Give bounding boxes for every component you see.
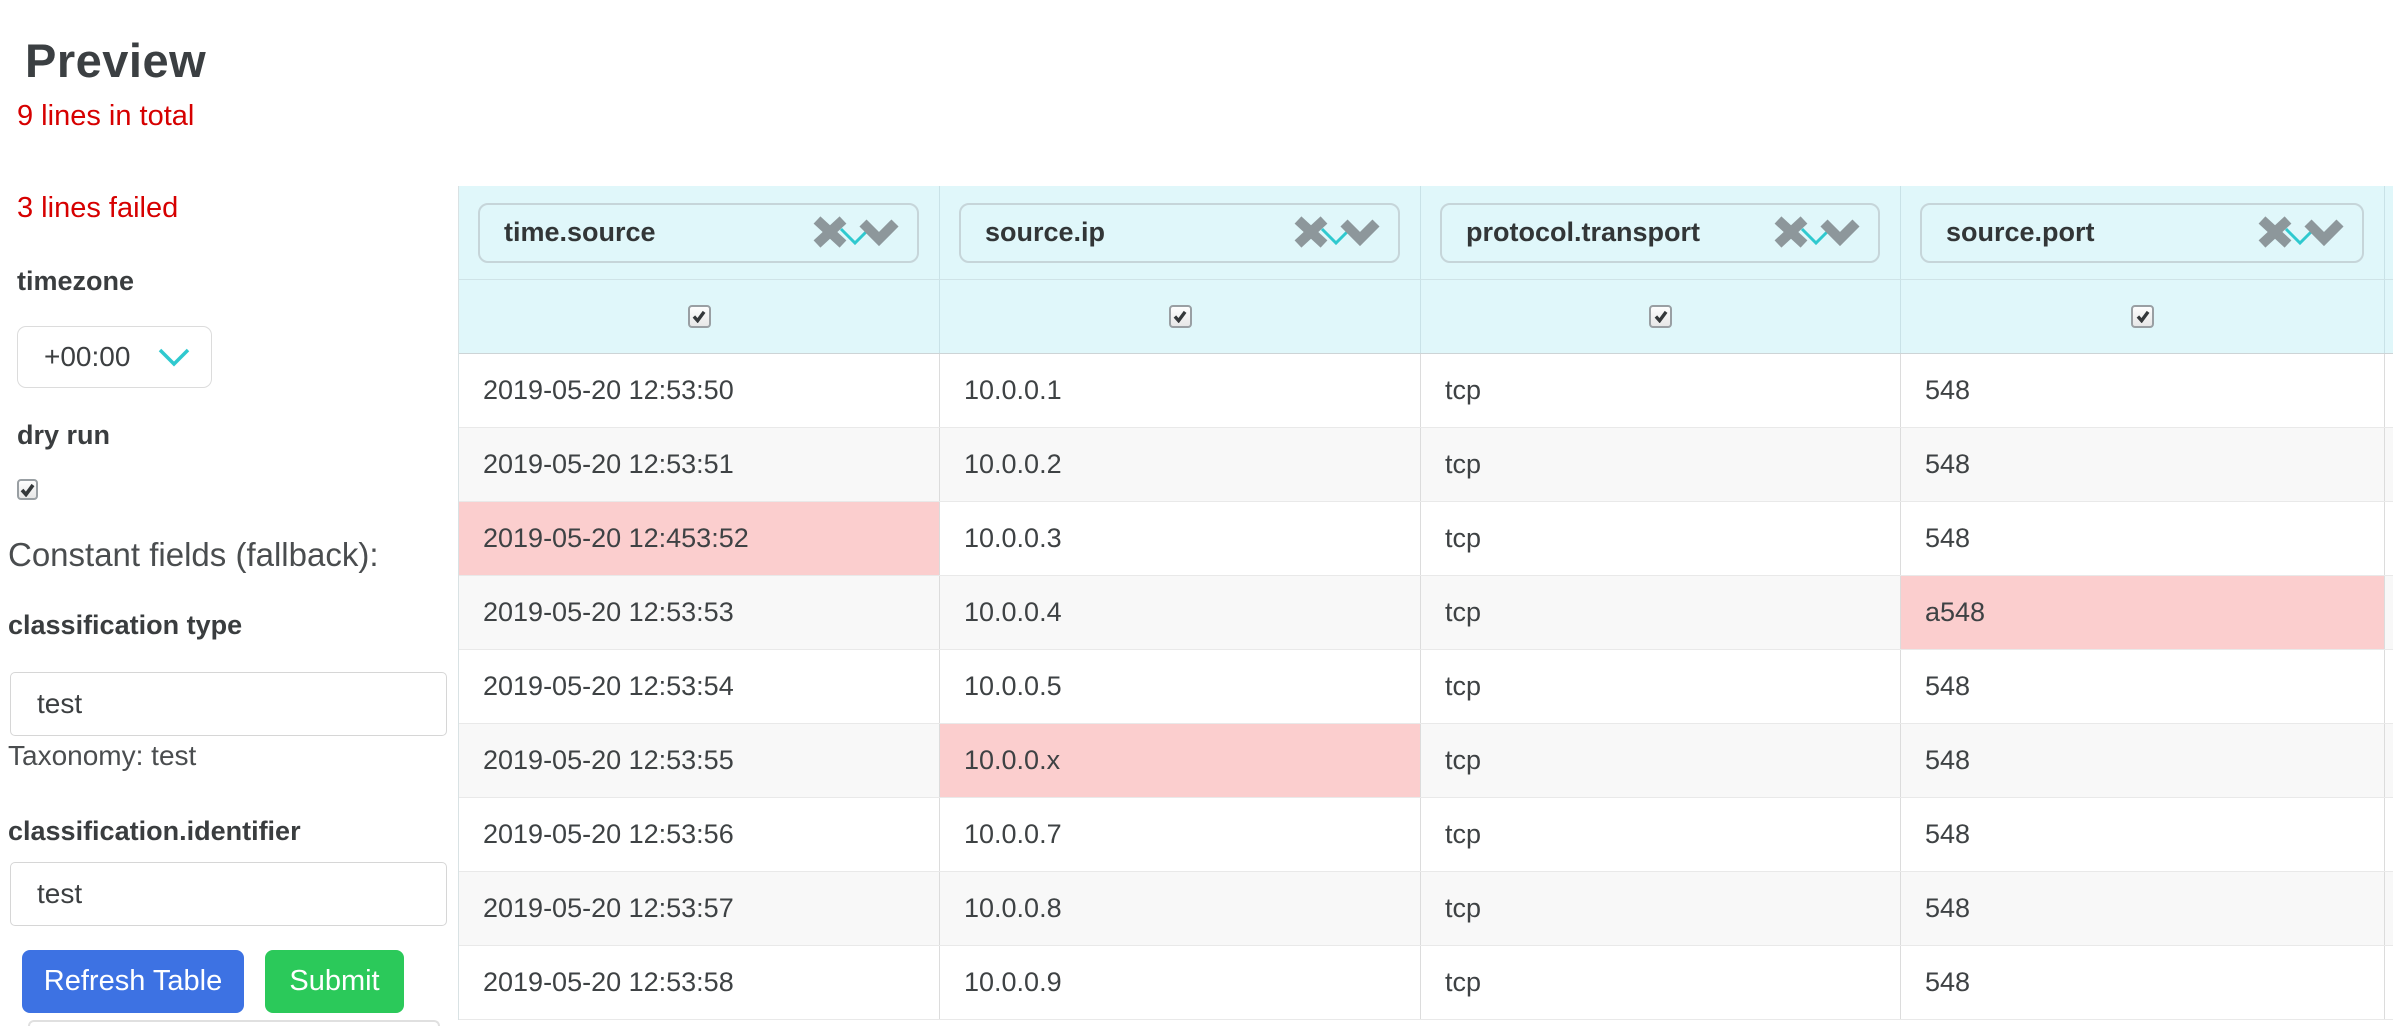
timezone-select[interactable]: +00:00 <box>17 326 212 388</box>
cell-source.port: 548 <box>1901 946 2385 1019</box>
cell-time.source: 2019-05-20 12:53:53 <box>459 576 940 649</box>
checkbox-cell <box>940 280 1421 353</box>
table-body: 2019-05-20 12:53:50 10.0.0.1 tcp 548 2019-05… <box>459 354 2393 1020</box>
checkbox-cell <box>1421 280 1901 353</box>
classification-type-input[interactable] <box>10 672 447 736</box>
table-row: 2019-05-20 12:53:57 10.0.0.8 tcp 548 <box>459 872 2393 946</box>
checkbox-cell <box>459 280 940 353</box>
taxonomy-help-text: Taxonomy: test <box>8 740 197 771</box>
cell-source.port: 548 <box>1901 650 2385 723</box>
cell-protocol.transport: tcp <box>1421 576 1901 649</box>
classification-type-label: classification type <box>8 610 243 640</box>
cell-time.source: 2019-05-20 12:453:52 <box>459 502 940 575</box>
timezone-label: timezone <box>17 266 135 296</box>
cell-source.port: 548 <box>1901 502 2385 575</box>
clear-and-chevron-icons[interactable] <box>1286 211 1386 255</box>
column-select-value: protocol.transport <box>1466 217 1700 247</box>
constant-fields-heading: Constant fields (fallback): <box>8 536 379 573</box>
cell-source.port: 548 <box>1901 428 2385 501</box>
cell-source.ip: 10.0.0.9 <box>940 946 1421 1019</box>
cell-source.ip: 10.0.0.2 <box>940 428 1421 501</box>
partial-input-below-fold <box>28 1020 440 1026</box>
cell-source.port: 548 <box>1901 724 2385 797</box>
check-icon <box>1173 310 1187 323</box>
clear-and-chevron-icons[interactable] <box>805 211 905 255</box>
cell-protocol.transport: tcp <box>1421 650 1901 723</box>
column-enabled-checkbox[interactable] <box>687 305 711 328</box>
column-enabled-checkbox[interactable] <box>1649 305 1672 328</box>
table-header-row: time.source source.ip <box>459 186 2393 279</box>
cell-protocol.transport: tcp <box>1421 872 1901 945</box>
column-select-protocol-transport[interactable]: protocol.transport <box>1440 202 1880 263</box>
table-row: 2019-05-20 12:53:53 10.0.0.4 tcp a548 <box>459 576 2393 650</box>
cell-source.ip: 10.0.0.3 <box>940 502 1421 575</box>
cell-time.source: 2019-05-20 12:53:54 <box>459 650 940 723</box>
column-select-value: source.ip <box>985 217 1106 247</box>
cell-protocol.transport: tcp <box>1421 428 1901 501</box>
cell-source.port: 548 <box>1901 872 2385 945</box>
cell-source.ip: 10.0.0.7 <box>940 798 1421 871</box>
page-title: Preview <box>25 34 207 88</box>
cell-protocol.transport: tcp <box>1421 724 1901 797</box>
cell-source.port: 548 <box>1901 798 2385 871</box>
column-select-value: time.source <box>504 217 656 247</box>
failed-lines-status: 3 lines failed <box>17 192 179 224</box>
chevron-down-icon <box>157 346 191 368</box>
cell-protocol.transport: tcp <box>1421 798 1901 871</box>
cell-source.ip: 10.0.0.8 <box>940 872 1421 945</box>
table-row: 2019-05-20 12:53:58 10.0.0.9 tcp 548 <box>459 946 2393 1020</box>
checkbox-cell <box>1901 280 2385 353</box>
table-row: 2019-05-20 12:53:51 10.0.0.2 tcp 548 <box>459 428 2393 502</box>
column-select-value: source.port <box>1946 217 2095 247</box>
cell-time.source: 2019-05-20 12:53:51 <box>459 428 940 501</box>
table-row: 2019-05-20 12:53:56 10.0.0.7 tcp 548 <box>459 798 2393 872</box>
submit-button[interactable]: Submit <box>265 950 404 1013</box>
header-cell: source.ip <box>940 186 1421 279</box>
classification-identifier-input[interactable] <box>10 862 447 926</box>
table-row: 2019-05-20 12:53:54 10.0.0.5 tcp 548 <box>459 650 2393 724</box>
cell-source.ip: 10.0.0.4 <box>940 576 1421 649</box>
timezone-value: +00:00 <box>44 341 131 372</box>
cell-source.port: a548 <box>1901 576 2385 649</box>
dry-run-label: dry run <box>17 420 111 450</box>
column-select-source-ip[interactable]: source.ip <box>959 202 1400 263</box>
header-cell: source.port <box>1901 186 2385 279</box>
preview-table: time.source source.ip <box>458 186 2393 1020</box>
column-checkbox-row <box>459 279 2393 354</box>
classification-identifier-label: classification.identifier <box>8 816 301 846</box>
check-icon <box>2136 310 2149 323</box>
column-enabled-checkbox[interactable] <box>1168 305 1192 328</box>
check-icon <box>1654 310 1667 323</box>
cell-time.source: 2019-05-20 12:53:56 <box>459 798 940 871</box>
table-row: 2019-05-20 12:53:55 10.0.0.x tcp 548 <box>459 724 2393 798</box>
header-cell: protocol.transport <box>1421 186 1901 279</box>
cell-source.ip: 10.0.0.1 <box>940 354 1421 427</box>
check-icon <box>692 310 706 323</box>
cell-protocol.transport: tcp <box>1421 946 1901 1019</box>
column-select-time-source[interactable]: time.source <box>478 202 919 263</box>
cell-protocol.transport: tcp <box>1421 354 1901 427</box>
clear-and-chevron-icons[interactable] <box>1766 211 1866 255</box>
cell-source.ip: 10.0.0.x <box>940 724 1421 797</box>
cell-source.ip: 10.0.0.5 <box>940 650 1421 723</box>
check-icon <box>20 483 35 497</box>
clear-and-chevron-icons[interactable] <box>2250 211 2350 255</box>
cell-source.port: 548 <box>1901 354 2385 427</box>
table-row: 2019-05-20 12:453:52 10.0.0.3 tcp 548 <box>459 502 2393 576</box>
header-cell: time.source <box>459 186 940 279</box>
column-select-source-port[interactable]: source.port <box>1920 202 2364 263</box>
refresh-table-button[interactable]: Refresh Table <box>22 950 244 1013</box>
cell-time.source: 2019-05-20 12:53:58 <box>459 946 940 1019</box>
total-lines-status: 9 lines in total <box>17 100 195 132</box>
cell-protocol.transport: tcp <box>1421 502 1901 575</box>
column-enabled-checkbox[interactable] <box>2131 305 2154 328</box>
dry-run-checkbox[interactable] <box>17 479 38 500</box>
cell-time.source: 2019-05-20 12:53:57 <box>459 872 940 945</box>
cell-time.source: 2019-05-20 12:53:50 <box>459 354 940 427</box>
table-row: 2019-05-20 12:53:50 10.0.0.1 tcp 548 <box>459 354 2393 428</box>
cell-time.source: 2019-05-20 12:53:55 <box>459 724 940 797</box>
